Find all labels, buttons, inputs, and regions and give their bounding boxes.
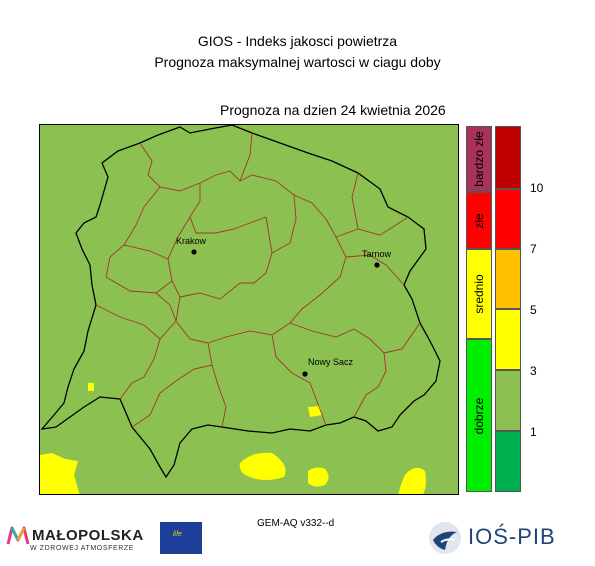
legend-category-label: srednio	[472, 274, 486, 314]
legend-tick: 5	[530, 303, 537, 317]
legend-scale-band	[495, 126, 521, 189]
legend-category-dobrze: dobrze	[466, 339, 492, 492]
hotspot-tatra-east	[308, 467, 329, 487]
forecast-date: Prognoza na dzien 24 kwietnia 2026	[220, 102, 446, 118]
legend-category-bardzo-zle: bardzo złe	[466, 126, 492, 192]
eu-life-text: life	[173, 531, 182, 538]
hotspot-nowy-sacz	[308, 406, 322, 417]
legend-tick: 7	[530, 242, 537, 256]
city-dot-tarnow	[374, 262, 380, 268]
legend-category-label: bardzo złe	[472, 131, 486, 187]
legend-scale-band	[495, 370, 521, 431]
city-label-nowy-sacz: Nowy Sacz	[308, 357, 354, 367]
city-label-tarnow: Tarnow	[362, 249, 392, 259]
legend-scale-band	[495, 431, 521, 492]
legend-category-zle: złe	[466, 192, 492, 249]
malopolska-slogan: W ZDROWEJ ATMOSFERZE	[30, 545, 135, 552]
legend-tick: 1	[530, 425, 537, 439]
city-dot-nowy-sacz	[302, 371, 308, 377]
malopolska-name: MAŁOPOLSKA	[32, 527, 144, 544]
district-borders	[95, 132, 421, 428]
ios-pib-logo-icon	[429, 522, 461, 554]
ios-pib-name: IOŚ-PIB	[468, 524, 556, 549]
region-border	[40, 125, 441, 479]
eu-life-logo-icon: life	[160, 522, 202, 554]
hotspot-southeast	[398, 467, 426, 494]
hotspot-southwest	[40, 453, 80, 494]
legend-category-label: dobrze	[472, 397, 486, 434]
legend-scale-band	[495, 309, 521, 370]
hotspot-west	[88, 383, 94, 391]
legend-category-label: złe	[472, 212, 486, 229]
city-label-krakow: Krakow	[176, 236, 207, 246]
map-title: GIOS - Indeks jakosci powietrza	[197, 33, 398, 49]
forecast-map: Krakow Tarnow Nowy Sacz	[39, 124, 459, 495]
legend-scale-band	[495, 189, 521, 249]
malopolska-logo-icon	[6, 526, 30, 545]
legend-tick: 10	[530, 181, 544, 195]
legend-category-srednio: srednio	[466, 249, 492, 339]
map-canvas: Krakow Tarnow Nowy Sacz	[40, 125, 441, 494]
legend-tick: 3	[530, 364, 537, 378]
hotspot-tatra-west	[239, 452, 286, 480]
legend-scale-band	[495, 249, 521, 309]
city-dot-krakow	[191, 249, 197, 255]
model-version: GEM-AQ v332--d	[257, 518, 335, 529]
map-subtitle: Prognoza maksymalnej wartosci w ciagu do…	[154, 54, 441, 70]
